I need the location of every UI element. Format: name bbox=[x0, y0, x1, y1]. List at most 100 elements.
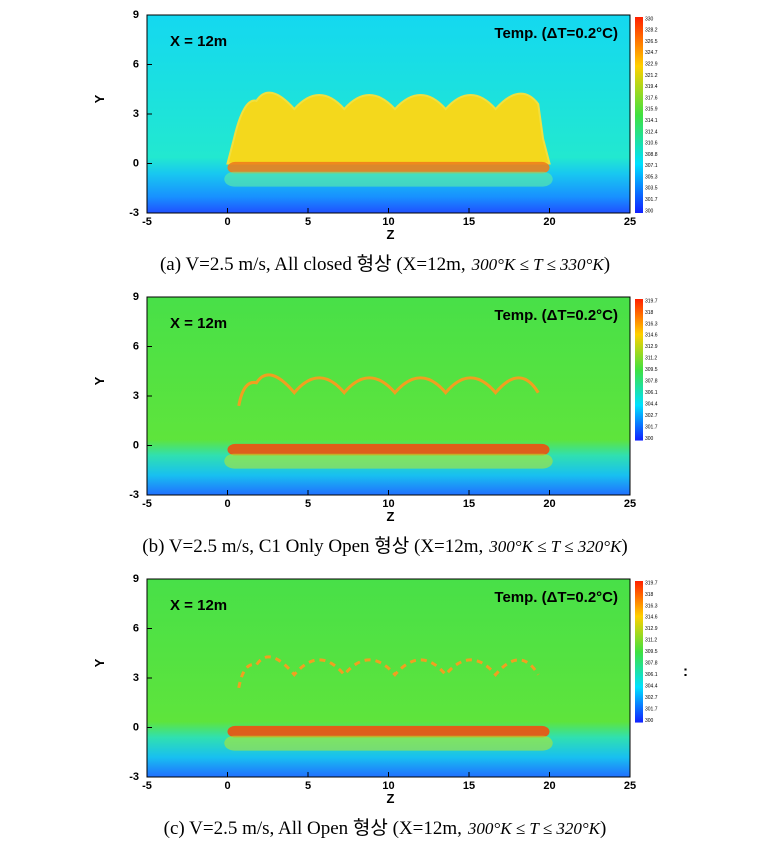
colorbar-label: 316.3 bbox=[645, 603, 658, 609]
x-tick-label: -5 bbox=[142, 498, 152, 510]
colorbar-label: 306.1 bbox=[645, 672, 658, 678]
y-axis-label: Y bbox=[92, 94, 107, 103]
x-tick-label: 5 bbox=[305, 498, 311, 510]
caption-part: 300°K ≤ T ≤ 330°K bbox=[471, 255, 606, 274]
colorbar-label: 319.7 bbox=[645, 298, 658, 304]
caption-part: (b) V=2.5 m/s, C1 Only Open 형상 (X=12m, bbox=[142, 535, 483, 557]
colorbar-label: 300 bbox=[645, 436, 654, 442]
caption: (c) V=2.5 m/s, All Open 형상 (X=12m, 300°K … bbox=[164, 817, 607, 839]
y-tick-label: 0 bbox=[133, 721, 139, 733]
colorbar-label: 304.4 bbox=[645, 401, 658, 407]
caption-part: ) bbox=[621, 536, 627, 557]
x-tick-label: -5 bbox=[142, 216, 152, 228]
colorbar-label: 316.3 bbox=[645, 321, 658, 327]
caption: (a) V=2.5 m/s, All closed 형상 (X=12m, 300°… bbox=[160, 253, 610, 275]
colorbar-label: 307.8 bbox=[645, 661, 658, 667]
floor-hot bbox=[227, 161, 550, 174]
colorbar-label: 301.7 bbox=[645, 424, 658, 430]
x-tick-label: 25 bbox=[624, 216, 636, 228]
location-label: X = 12m bbox=[170, 597, 227, 614]
caption-part: 300°K ≤ T ≤ 320°K bbox=[467, 819, 602, 838]
colorbar-label: 300 bbox=[645, 208, 654, 214]
colorbar-label: 319.4 bbox=[645, 84, 658, 90]
panel: 9 6 3 0 -3-5 0 5 10 15 20 25 Z Y X = 12m Temp. (ΔT=0.2… bbox=[92, 291, 658, 557]
colorbar-label: 312.9 bbox=[645, 344, 658, 350]
colorbar-label: 305.3 bbox=[645, 174, 658, 180]
colorbar-label: 314.6 bbox=[645, 615, 658, 621]
x-axis-label: Z bbox=[387, 509, 395, 524]
colorbar-label: 314.6 bbox=[645, 333, 658, 339]
x-tick-label: 10 bbox=[382, 780, 394, 792]
caption-part: ) bbox=[604, 254, 610, 275]
body-fill bbox=[226, 91, 551, 165]
x-tick-label: 10 bbox=[382, 498, 394, 510]
colorbar-label: 311.2 bbox=[645, 638, 657, 644]
arc-outline bbox=[237, 373, 540, 407]
colorbar-label: 310.6 bbox=[645, 141, 658, 147]
colorbar-label: 311.2 bbox=[645, 356, 657, 362]
y-tick-label: 9 bbox=[133, 573, 139, 585]
x-tick-label: 0 bbox=[224, 216, 230, 228]
colorbar-label: 317.6 bbox=[645, 95, 658, 101]
colorbar-label: 315.9 bbox=[645, 107, 658, 113]
panel: 9 6 3 0 -3-5 0 5 10 15 20 25 Z Y X = 12m Temp. (ΔT=0.2… bbox=[92, 573, 658, 839]
colorbar-label: 302.7 bbox=[645, 695, 658, 701]
x-tick-label: 0 bbox=[224, 780, 230, 792]
colorbar-label: 309.5 bbox=[645, 649, 658, 655]
floor-glow bbox=[224, 171, 553, 187]
panel: 9 6 3 0 -3-5 0 5 10 15 20 25 Z Y X = 12m Temp. (ΔT=0.2… bbox=[92, 9, 658, 275]
caption-part: 300°K ≤ T ≤ 320°K bbox=[488, 537, 623, 556]
y-axis-label: Y bbox=[92, 658, 107, 667]
colorbar-label: 301.7 bbox=[645, 197, 658, 203]
x-tick-label: 20 bbox=[543, 498, 555, 510]
colorbar-label: 326.5 bbox=[645, 39, 658, 45]
colorbar bbox=[635, 17, 643, 213]
floor-hot bbox=[227, 443, 550, 456]
colorbar-label: 321.2 bbox=[645, 73, 658, 79]
y-tick-label: -3 bbox=[129, 207, 139, 219]
location-label: X = 12m bbox=[170, 33, 227, 50]
floor-glow bbox=[224, 735, 553, 751]
colorbar-label: 318 bbox=[645, 310, 654, 316]
colorbar-label: 319.7 bbox=[645, 580, 658, 586]
y-tick-label: 6 bbox=[133, 58, 139, 70]
colorbar-label: 304.4 bbox=[645, 683, 658, 689]
x-tick-label: -5 bbox=[142, 780, 152, 792]
colorbar-label: 324.7 bbox=[645, 50, 658, 56]
y-tick-label: 9 bbox=[133, 291, 139, 303]
colorbar bbox=[635, 299, 643, 441]
colorbar-label: 301.7 bbox=[645, 706, 658, 712]
legend-title: Temp. (ΔT=0.2°C) bbox=[494, 25, 618, 42]
x-tick-label: 10 bbox=[382, 216, 394, 228]
y-tick-label: 6 bbox=[133, 622, 139, 634]
location-label: X = 12m bbox=[170, 315, 227, 332]
caption-part: (a) V=2.5 m/s, All closed 형상 (X=12m, bbox=[160, 253, 466, 275]
y-tick-label: -3 bbox=[129, 489, 139, 501]
y-tick-label: 0 bbox=[133, 439, 139, 451]
y-axis-label: Y bbox=[92, 376, 107, 385]
x-tick-label: 20 bbox=[543, 780, 555, 792]
y-tick-label: 6 bbox=[133, 340, 139, 352]
arc-outline bbox=[237, 655, 540, 689]
colorbar-label: 322.9 bbox=[645, 62, 658, 68]
caption: (b) V=2.5 m/s, C1 Only Open 형상 (X=12m, 30… bbox=[142, 535, 627, 557]
x-tick-label: 15 bbox=[463, 780, 475, 792]
legend-title: Temp. (ΔT=0.2°C) bbox=[494, 307, 618, 324]
stray-mark: : bbox=[683, 663, 688, 680]
colorbar-label: 330 bbox=[645, 16, 654, 22]
y-tick-label: 9 bbox=[133, 9, 139, 21]
colorbar-label: 303.5 bbox=[645, 186, 658, 192]
legend-title: Temp. (ΔT=0.2°C) bbox=[494, 589, 618, 606]
x-tick-label: 5 bbox=[305, 780, 311, 792]
y-tick-label: -3 bbox=[129, 771, 139, 783]
y-tick-label: 0 bbox=[133, 157, 139, 169]
colorbar-label: 328.2 bbox=[645, 28, 658, 34]
colorbar-label: 306.1 bbox=[645, 390, 658, 396]
floor-glow bbox=[224, 453, 553, 469]
x-tick-label: 15 bbox=[463, 498, 475, 510]
x-tick-label: 5 bbox=[305, 216, 311, 228]
x-tick-label: 20 bbox=[543, 216, 555, 228]
x-axis-label: Z bbox=[387, 227, 395, 242]
colorbar-label: 307.1 bbox=[645, 163, 658, 169]
y-tick-label: 3 bbox=[133, 672, 139, 684]
